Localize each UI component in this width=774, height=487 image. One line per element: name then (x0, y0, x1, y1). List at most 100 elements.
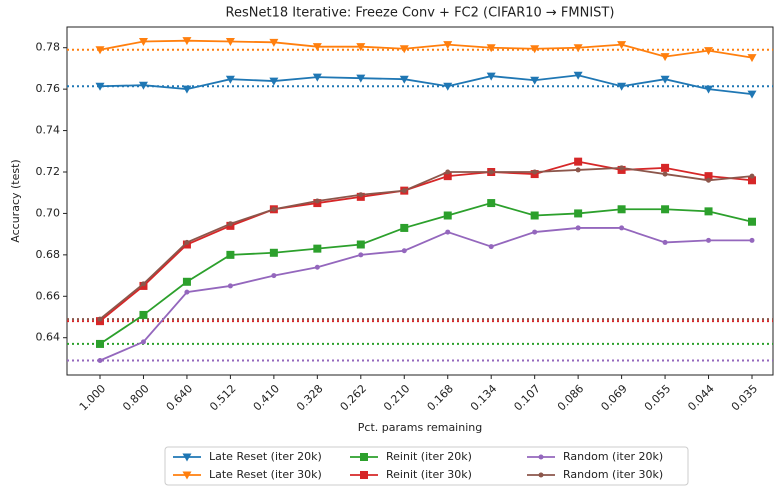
point (443, 82, 453, 91)
point (487, 199, 496, 208)
y-tick-label: 0.72 (36, 165, 61, 178)
point (660, 53, 670, 62)
point (399, 45, 409, 54)
series-line (99, 166, 753, 320)
point (313, 244, 322, 253)
y-tick-label: 0.76 (36, 82, 61, 95)
legend-marker (360, 471, 368, 479)
x-tick-label: 0.262 (338, 382, 369, 413)
point (704, 85, 714, 94)
point (575, 225, 581, 231)
x-tick-label: 0.055 (642, 382, 673, 413)
point (661, 163, 670, 172)
x-tick-label: 0.328 (294, 382, 325, 413)
point (97, 316, 103, 322)
point (574, 157, 583, 166)
legend-label: Reinit (iter 20k) (386, 450, 472, 463)
point (401, 248, 407, 254)
y-tick-label: 0.64 (36, 331, 61, 344)
legend-marker (538, 454, 544, 460)
y-tick-label: 0.70 (36, 206, 61, 219)
legend-label: Reinit (iter 30k) (386, 468, 472, 481)
point (139, 310, 148, 319)
x-tick-label: 0.134 (468, 382, 499, 413)
point (486, 72, 496, 81)
x-tick-label: 0.035 (729, 382, 760, 413)
point (138, 38, 148, 46)
point (748, 176, 756, 185)
point (617, 205, 626, 214)
point (138, 81, 148, 90)
point (662, 239, 668, 245)
legend-marker (182, 453, 192, 462)
point (356, 240, 365, 249)
point (184, 239, 190, 245)
y-tick-label: 0.66 (36, 289, 61, 302)
point (269, 77, 279, 86)
point (356, 43, 366, 52)
y-axis-label: Accuracy (test) (9, 159, 22, 242)
point (140, 339, 146, 345)
point (530, 76, 540, 85)
x-tick-label: 0.512 (207, 382, 238, 413)
point (749, 173, 755, 179)
legend-box (164, 446, 689, 486)
point (747, 54, 757, 63)
point (182, 277, 191, 286)
point (226, 250, 235, 259)
chart-title: ResNet18 Iterative: Freeze Conv + FC2 (C… (226, 6, 615, 21)
point (661, 205, 670, 214)
point (660, 75, 670, 84)
point (182, 37, 192, 46)
legend-marker (360, 453, 368, 461)
point (488, 244, 494, 250)
point (617, 82, 627, 91)
point (530, 211, 539, 220)
point (573, 44, 583, 53)
point (445, 229, 451, 235)
series-line (99, 39, 753, 59)
point (312, 73, 322, 82)
y-tick-label: 0.74 (36, 124, 61, 137)
x-tick-label: 0.800 (120, 382, 151, 413)
point (400, 223, 409, 232)
point (314, 264, 320, 270)
legend-marker (182, 471, 192, 480)
x-tick-label: 0.210 (381, 382, 412, 413)
series-line (99, 202, 753, 345)
point (95, 46, 105, 55)
legend-label: Late Reset (iter 20k) (209, 450, 322, 463)
point (399, 75, 409, 84)
point (271, 273, 277, 279)
point (704, 207, 713, 216)
point (619, 165, 625, 171)
point (225, 75, 235, 84)
series-line (99, 227, 752, 362)
x-tick-label: 0.640 (164, 382, 195, 413)
point (575, 167, 581, 173)
point (747, 90, 757, 99)
plot-frame (66, 26, 774, 376)
point (97, 358, 103, 363)
y-tick-label: 0.68 (36, 248, 61, 261)
point (749, 237, 755, 243)
x-tick-label: 0.410 (251, 382, 282, 413)
series-line (99, 74, 753, 96)
point (269, 38, 279, 47)
point (532, 169, 538, 175)
point (617, 41, 627, 50)
point (140, 281, 146, 287)
point (184, 289, 190, 295)
point (227, 221, 233, 227)
point (573, 71, 583, 80)
point (269, 248, 278, 257)
point (96, 339, 104, 348)
point (706, 237, 712, 243)
point (445, 169, 451, 175)
point (486, 44, 496, 53)
point (704, 47, 714, 56)
point (532, 229, 538, 235)
point (314, 198, 320, 204)
point (662, 171, 668, 177)
